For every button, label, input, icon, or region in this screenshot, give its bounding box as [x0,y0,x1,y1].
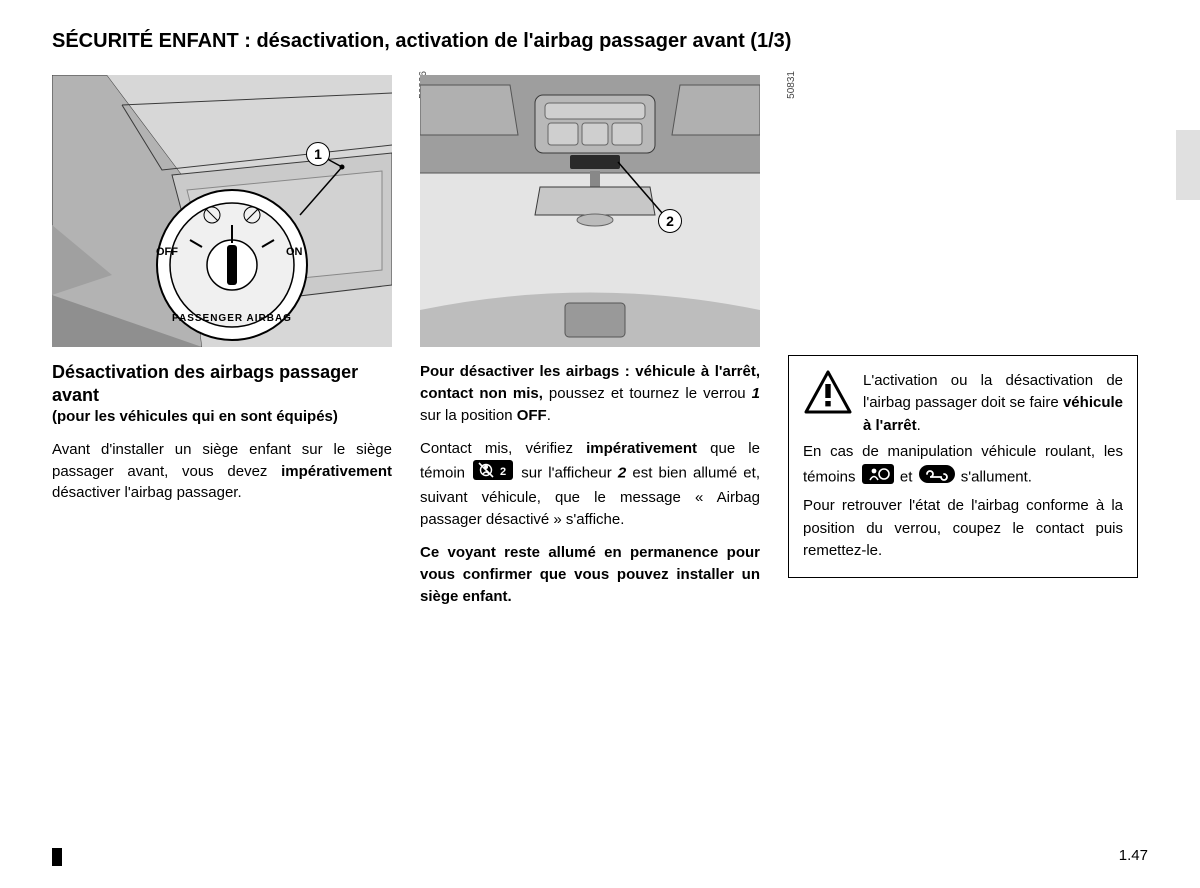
page-number: 1.47 [1119,847,1148,864]
svg-text:ON: ON [286,246,303,258]
figure-1-callout: 1 [306,142,330,166]
t: et [900,468,917,485]
t: sur la position [420,407,517,424]
t: sur l'afficheur [521,464,618,481]
t: désactiver l'airbag passager. [52,484,242,501]
t: 2 [618,464,626,481]
airbag-off-icon: 2 [473,460,513,487]
figure-2-id: 50831 [786,71,797,99]
svg-text:2: 2 [500,466,506,478]
t: poussez et tournez le verrou [543,385,752,402]
warning-line2: En cas de manipulation véhicule roulant,… [803,441,1123,491]
col1-subhead: Désactivation des airbags passager avant [52,361,392,406]
page-title: SÉCURITÉ ENFANT : désactivation, activat… [52,30,1148,53]
t: impérativement [281,463,392,480]
warning-line1: L'activation ou la désactivation de l'ai… [863,370,1123,438]
figure-2-callout: 2 [658,209,682,233]
t: impérativement [586,440,697,457]
section-tab [1176,130,1200,200]
col1-paragraph: Avant d'installer un siège enfant sur le… [52,439,392,504]
t: 1 [752,385,760,402]
content-columns: 50836 [52,75,1148,608]
wrench-icon [919,465,955,491]
t: Contact mis, vérifiez [420,440,586,457]
t: . [547,407,551,424]
warning-icon [803,370,853,438]
col1-subcap: (pour les véhicules qui en sont équipés) [52,408,392,427]
column-1: 50836 [52,75,392,608]
svg-text:OFF: OFF [156,246,178,258]
figure-1: 50836 [52,75,392,347]
airbag-icon [862,464,894,492]
figure-2: 50831 [420,75,760,347]
warning-line3: Pour retrouver l'état de l'airbag confor… [803,495,1123,563]
col2-p1: Pour désactiver les airbags : véhicule à… [420,361,760,426]
warning-box: L'activation ou la désactivation de l'ai… [788,355,1138,578]
figure-2-svg [420,75,760,347]
corner-mark [52,848,62,866]
svg-text:PASSENGER AIRBAG: PASSENGER AIRBAG [172,313,292,324]
column-3: L'activation ou la désactivation de l'ai… [788,75,1138,608]
t: s'allument. [961,468,1032,485]
t: . [917,417,921,434]
figure-1-svg: OFF ON PASSENGER AIRBAG [52,75,392,347]
col2-p2: Contact mis, vérifiez impérativement que… [420,438,760,530]
t: OFF [517,407,547,424]
col2-p3: Ce voyant reste allumé en permanence pou… [420,542,760,607]
column-2: 50831 [420,75,760,608]
